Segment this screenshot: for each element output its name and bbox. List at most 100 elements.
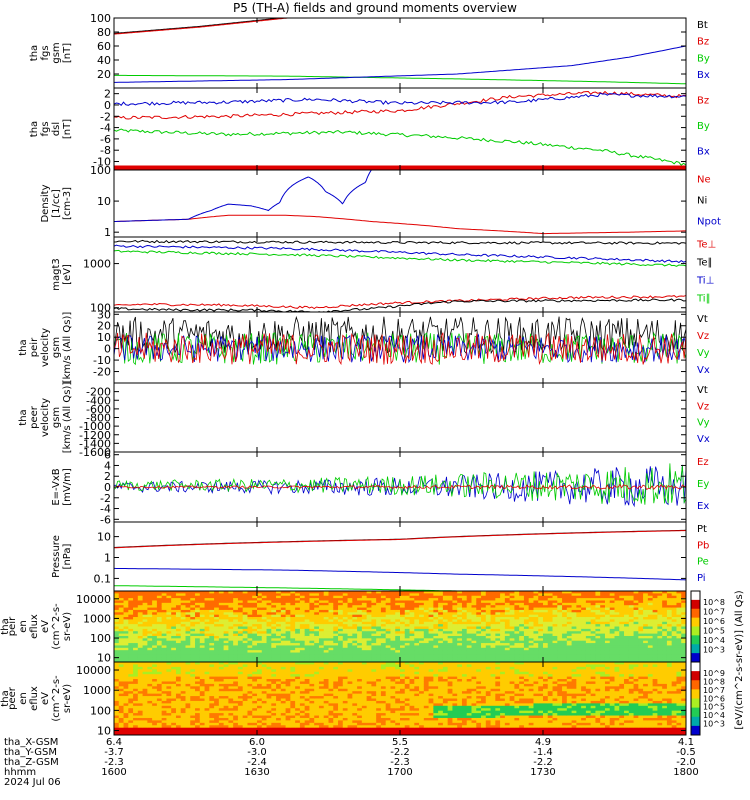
heatmap-cell [323, 652, 329, 656]
heatmap-cell [233, 659, 239, 662]
heatmap-cell [175, 640, 182, 644]
heatmap-cell [376, 657, 382, 661]
heatmap-cell [600, 650, 606, 653]
heatmap-cell [419, 600, 425, 604]
heatmap-cell [257, 732, 263, 735]
heatmap-cell [242, 624, 248, 627]
heatmap-cell [609, 647, 615, 651]
heatmap-cell [257, 638, 263, 642]
heatmap-cell [271, 619, 277, 623]
heatmap-cell [600, 638, 606, 642]
heatmap-cell [414, 647, 420, 651]
heatmap-cell [438, 600, 444, 604]
heatmap-cell [209, 671, 215, 675]
heatmap-cell [523, 612, 530, 616]
heatmap-cell [476, 657, 482, 661]
heatmap-cell [376, 609, 382, 613]
heatmap-cell [233, 598, 239, 601]
heatmap-cell [404, 633, 410, 637]
heatmap-cell [133, 650, 139, 653]
heatmap-cell [161, 679, 167, 682]
heatmap-cell [500, 595, 506, 599]
heatmap-cell [133, 621, 139, 625]
legend-Ez: Ez [697, 457, 709, 468]
heatmap-cell [400, 638, 406, 642]
heatmap-cell [118, 628, 124, 632]
heatmap-cell [166, 693, 172, 697]
heatmap-cell [404, 652, 410, 656]
heatmap-cell [457, 605, 463, 608]
heatmap-cell [347, 631, 353, 634]
heatmap-cell [666, 600, 673, 604]
heatmap-cell [543, 638, 549, 642]
heatmap-cell [199, 619, 205, 623]
heatmap-cell [175, 626, 182, 630]
heatmap-cell [171, 715, 177, 719]
heatmap-cell [347, 621, 353, 625]
heatmap-cell [404, 624, 410, 627]
heatmap-cell [147, 720, 153, 724]
heatmap-cell [180, 666, 186, 670]
heatmap-cell [318, 605, 325, 608]
heatmap-cell [619, 652, 625, 656]
heatmap-cell [509, 617, 515, 620]
heatmap-cell [223, 628, 229, 632]
heatmap-cell [209, 631, 215, 634]
heatmap-cell [590, 626, 596, 630]
heatmap-cell [476, 593, 482, 597]
heatmap-cell [161, 698, 167, 702]
heatmap-cell [137, 664, 143, 668]
heatmap-cell [633, 605, 639, 608]
heatmap-cell [161, 725, 167, 729]
heatmap-cell [209, 666, 215, 670]
heatmap-cell [142, 717, 148, 721]
heatmap-cell [466, 640, 472, 644]
heatmap-cell [600, 591, 606, 594]
heatmap-cell [123, 635, 129, 639]
heatmap-cell [552, 633, 558, 637]
heatmap-cell [271, 645, 277, 649]
heatmap-cell [118, 683, 124, 687]
heatmap-cell [576, 635, 582, 639]
heatmap-cell [390, 635, 396, 639]
heatmap-cell [228, 705, 234, 709]
heatmap-cell [142, 600, 148, 604]
heatmap-cell [476, 621, 482, 625]
heatmap-cell [209, 705, 215, 709]
heatmap-cell [604, 624, 611, 627]
heatmap-cell [514, 591, 520, 594]
heatmap-cell [566, 628, 572, 632]
heatmap-cell [123, 725, 129, 729]
heatmap-cell [328, 614, 334, 618]
heatmap-cell [528, 621, 534, 625]
heatmap-cell [152, 628, 158, 632]
heatmap-cell [142, 715, 148, 719]
heatmap-cell [495, 614, 501, 618]
heatmap-cell [643, 652, 649, 656]
heatmap-cell [385, 652, 391, 656]
heatmap-cell [638, 643, 644, 646]
heatmap-cell [428, 654, 434, 658]
heatmap-cell [185, 683, 191, 687]
heatmap-cell [671, 624, 677, 627]
heatmap-cell [333, 612, 339, 616]
heatmap-cell [538, 605, 544, 608]
legend-Bx: Bx [697, 70, 710, 81]
heatmap-cell [128, 640, 134, 644]
heatmap-cell [299, 628, 306, 632]
heatmap-cell [161, 619, 167, 623]
heatmap-cell [214, 717, 220, 721]
heatmap-cell [595, 628, 601, 632]
heatmap-cell [185, 605, 191, 608]
heatmap-cell [261, 681, 267, 685]
heatmap-cell [161, 671, 167, 675]
heatmap-cell [228, 666, 234, 670]
heatmap-cell [371, 652, 377, 656]
heatmap-cell [366, 619, 372, 623]
heatmap-cell [600, 617, 606, 620]
heatmap-cell [338, 654, 344, 658]
heatmap-cell [309, 600, 315, 604]
heatmap-cell [538, 652, 544, 656]
heatmap-cell [247, 703, 253, 707]
